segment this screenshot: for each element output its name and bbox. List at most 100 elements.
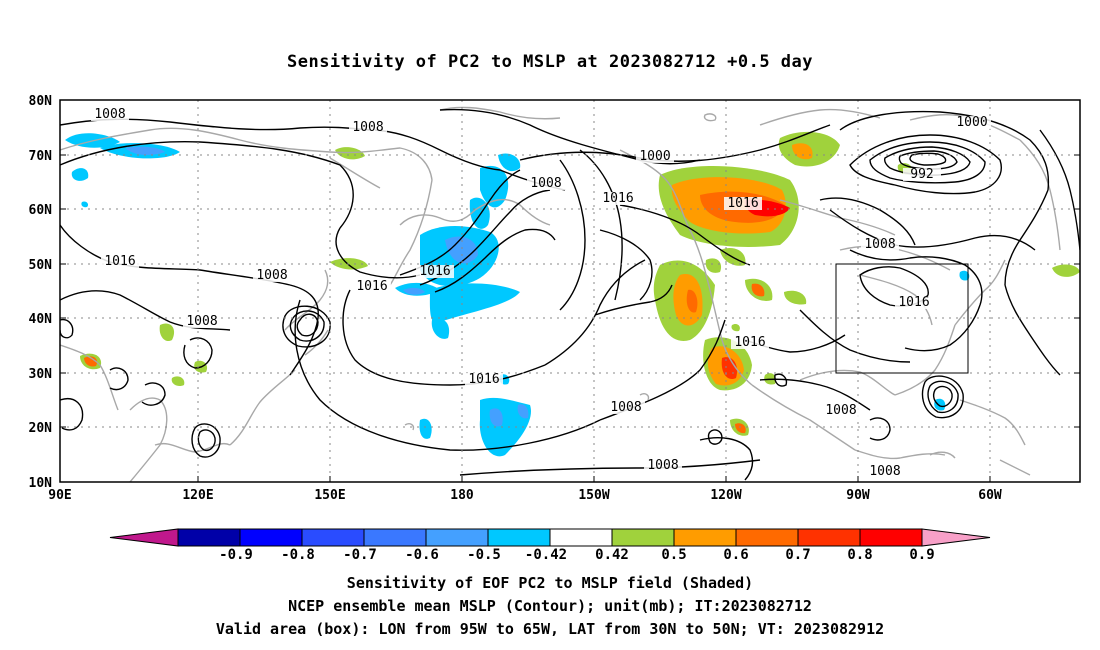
colorbar-label: -0.42 bbox=[525, 547, 567, 563]
lon-label: 90W bbox=[846, 488, 870, 503]
colorbar-label: -0.8 bbox=[281, 547, 315, 563]
contour-label: 1008 bbox=[352, 120, 383, 135]
colorbar-label: 0.8 bbox=[847, 547, 872, 563]
colorbar-label: 0.5 bbox=[661, 547, 686, 563]
contour-label: 1016 bbox=[602, 191, 633, 206]
contour-label: 1016 bbox=[727, 196, 758, 211]
contour-label: 992 bbox=[910, 167, 933, 182]
contour-label-bg bbox=[861, 238, 899, 251]
colorbar-min-arrow bbox=[109, 528, 179, 547]
contour-labels: 1008 1008 1000 1000 992 1008 1016 1016 1008 1016 1… bbox=[91, 107, 991, 479]
footer-line-1: Sensitivity of EOF PC2 to MSLP field (Sh… bbox=[346, 574, 754, 592]
colorbar-swatch bbox=[425, 528, 489, 547]
colorbar-labels: -0.9 -0.8 -0.7 -0.6 -0.5 -0.42 0.42 0.5 0.6 0.7 0.… bbox=[219, 547, 935, 563]
lon-label: 150E bbox=[314, 488, 345, 503]
contour-label: 1008 bbox=[869, 464, 900, 479]
colorbar-label: 0.42 bbox=[595, 547, 629, 563]
contour-label: 1016 bbox=[104, 254, 135, 269]
valid-area-box bbox=[835, 263, 969, 374]
colorbar-label: -0.5 bbox=[467, 547, 501, 563]
colorbar-swatch bbox=[859, 528, 923, 547]
contour-label-bg bbox=[903, 168, 941, 181]
colorbar-swatch bbox=[611, 528, 675, 547]
lat-label: 20N bbox=[29, 421, 53, 436]
lon-label: 60W bbox=[978, 488, 1002, 503]
contour-label: 1008 bbox=[610, 400, 641, 415]
contour-label: 1008 bbox=[864, 237, 895, 252]
contour-label-bg bbox=[465, 373, 503, 386]
lon-label: 150W bbox=[578, 488, 609, 503]
lat-label: 80N bbox=[29, 94, 53, 109]
colorbar-label: -0.6 bbox=[405, 547, 439, 563]
contour-label-bg bbox=[183, 315, 221, 328]
contour-label: 1016 bbox=[356, 279, 387, 294]
contour-label-bg bbox=[644, 459, 682, 472]
lon-label: 120E bbox=[182, 488, 213, 503]
lat-label: 40N bbox=[29, 312, 53, 327]
contour-label-bg bbox=[822, 404, 860, 417]
contour-label-bg bbox=[253, 269, 291, 282]
contour-label-bg bbox=[599, 192, 637, 205]
footer-line-3: Valid area (box): LON from 95W to 65W, L… bbox=[215, 620, 885, 638]
colorbar-label: 0.7 bbox=[785, 547, 810, 563]
contour-label: 1008 bbox=[186, 314, 217, 329]
lon-label: 120W bbox=[710, 488, 741, 503]
contour-label: 1008 bbox=[825, 403, 856, 418]
contour-label: 1000 bbox=[639, 149, 670, 164]
contour-label: 1016 bbox=[898, 295, 929, 310]
lat-label: 70N bbox=[29, 149, 53, 164]
contour-label-bg bbox=[353, 280, 391, 293]
coastlines bbox=[60, 106, 1061, 482]
contour-label: 1016 bbox=[419, 264, 450, 279]
axis-ticks bbox=[60, 154, 1080, 482]
colorbar-swatch bbox=[735, 528, 799, 547]
negative-sensitivity-area bbox=[65, 133, 970, 457]
lat-label: 60N bbox=[29, 203, 53, 218]
map-title: Sensitivity of PC2 to MSLP at 2023082712… bbox=[286, 52, 813, 72]
colorbar-swatch bbox=[487, 528, 551, 547]
mslp-contours bbox=[60, 108, 1080, 481]
colorbar-swatch bbox=[363, 528, 427, 547]
lon-label: 180 bbox=[450, 488, 474, 503]
contour-label-bg bbox=[953, 116, 991, 129]
footer-line-2: NCEP ensemble mean MSLP (Contour); unit(… bbox=[288, 597, 812, 615]
latitude-labels: 80N 70N 60N 50N 40N 30N 20N 10N bbox=[29, 94, 53, 491]
lat-label: 30N bbox=[29, 367, 53, 382]
contour-label-bg bbox=[416, 265, 454, 278]
plot-frame bbox=[59, 99, 1081, 483]
contour-label: 1016 bbox=[734, 335, 765, 350]
colorbar-label: -0.9 bbox=[219, 547, 253, 563]
contour-label: 1016 bbox=[468, 372, 499, 387]
colorbar-label: -0.7 bbox=[343, 547, 377, 563]
contour-label-bg bbox=[866, 465, 904, 478]
longitude-labels: 90E 120E 150E 180 150W 120W 90W 60W bbox=[48, 488, 1002, 503]
contour-label-bg bbox=[636, 150, 674, 163]
contour-label-bg bbox=[101, 255, 139, 268]
lat-label: 50N bbox=[29, 258, 53, 273]
grid-lines bbox=[60, 100, 1080, 482]
colorbar-max-arrow bbox=[921, 528, 991, 547]
contour-label: 1008 bbox=[647, 458, 678, 473]
colorbar-swatch bbox=[797, 528, 861, 547]
colorbar-swatch bbox=[673, 528, 737, 547]
colorbar-swatch bbox=[301, 528, 365, 547]
colorbar-swatch bbox=[239, 528, 303, 547]
contour-label-bg bbox=[895, 296, 933, 309]
colorbar bbox=[109, 528, 991, 547]
colorbar-label: 0.6 bbox=[723, 547, 748, 563]
contour-label-bg bbox=[527, 177, 565, 190]
contour-label: 1008 bbox=[94, 107, 125, 122]
contour-label: 1008 bbox=[530, 176, 561, 191]
lon-label: 90E bbox=[48, 488, 71, 503]
contour-label: 1000 bbox=[956, 115, 987, 130]
colorbar-label: 0.9 bbox=[909, 547, 934, 563]
contour-label-bg bbox=[349, 121, 387, 134]
contour-label-bg bbox=[91, 108, 129, 121]
contour-label-bg bbox=[731, 336, 769, 349]
contour-label-bg bbox=[724, 197, 762, 210]
colorbar-swatch bbox=[177, 528, 241, 547]
lat-label: 10N bbox=[29, 476, 53, 491]
contour-label-bg bbox=[607, 401, 645, 414]
colorbar-swatch bbox=[549, 528, 613, 547]
